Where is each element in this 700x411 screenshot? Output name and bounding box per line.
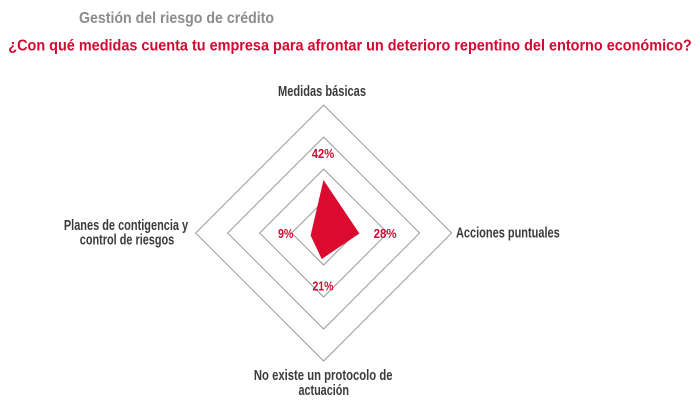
svg-text:Acciones puntuales: Acciones puntuales <box>456 224 560 241</box>
svg-text:control de riesgos: control de riesgos <box>80 232 175 249</box>
svg-text:No existe un protocolo de: No existe un protocolo de <box>254 367 393 384</box>
svg-text:9%: 9% <box>278 226 294 241</box>
svg-text:Medidas básicas: Medidas básicas <box>278 83 366 100</box>
svg-text:21%: 21% <box>312 278 333 293</box>
svg-text:Planes de contigencia y: Planes de contigencia y <box>64 217 189 234</box>
svg-text:42%: 42% <box>312 146 335 161</box>
svg-text:actuación: actuación <box>298 382 349 399</box>
svg-text:Gestión del riesgo de crédito: Gestión del riesgo de crédito <box>79 10 274 27</box>
svg-text:¿Con qué medidas cuenta tu emp: ¿Con qué medidas cuenta tu empresa para … <box>8 37 692 54</box>
svg-text:28%: 28% <box>374 226 397 241</box>
